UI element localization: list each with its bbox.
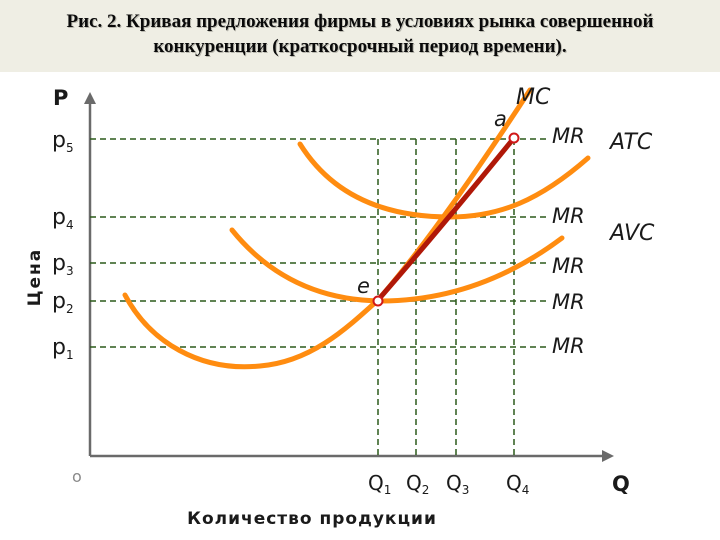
x-axis-arrow: [602, 450, 614, 462]
price-label-p5: p5: [52, 128, 74, 155]
y-axis-title: Цена: [25, 248, 45, 307]
quantity-label-q2: Q2: [406, 471, 429, 497]
x-axis-symbol: Q: [612, 472, 630, 496]
x-axis-title: Количество продукции: [187, 509, 437, 529]
caption-line-2: конкуренции (краткосрочный период времен…: [153, 36, 567, 57]
avc-label: AVC: [608, 221, 655, 246]
figure-caption: Рис. 2. Кривая предложения фирмы в услов…: [20, 9, 700, 59]
price-label-p1: p1: [52, 335, 74, 362]
point-a-marker: [508, 132, 520, 144]
curve-labels: MC ATC AVC: [516, 85, 655, 246]
quantity-label-q1: Q1: [368, 471, 391, 497]
mc-curve: [122, 87, 533, 370]
quantity-labels: Q1 Q2 Q3 Q4: [368, 471, 529, 497]
cost-curves: [122, 87, 591, 370]
price-label-p3: p3: [52, 251, 74, 278]
point-a-label: a: [494, 107, 507, 131]
title-band: Рис. 2. Кривая предложения фирмы в услов…: [0, 0, 720, 72]
mr-label-p3: MR: [552, 254, 585, 278]
mr-label-p5: MR: [552, 124, 585, 148]
mr-label-p4: MR: [552, 204, 585, 228]
y-axis-arrow: [84, 92, 96, 104]
mr-labels: MR MR MR MR MR: [552, 124, 585, 358]
mc-label: MC: [516, 85, 551, 110]
atc-label: ATC: [608, 130, 653, 155]
mr-label-p2: MR: [552, 290, 585, 314]
caption-line-1: Рис. 2. Кривая предложения фирмы в услов…: [66, 11, 654, 32]
supply-curve-segment: [375, 135, 517, 303]
quantity-label-q4: Q4: [506, 471, 529, 497]
point-e-marker: [372, 295, 384, 307]
origin-label: o: [72, 467, 82, 486]
supply-curve-diagram: P Q o Цена Количество продукции p5 p4 p3…: [25, 85, 655, 529]
point-e-label: e: [357, 274, 370, 298]
price-labels: p5 p4 p3 p2 p1: [52, 128, 74, 362]
y-axis-symbol: P: [53, 86, 68, 110]
price-label-p4: p4: [52, 205, 74, 232]
mr-label-p1: MR: [552, 334, 585, 358]
price-label-p2: p2: [52, 289, 74, 316]
avc-curve: [229, 227, 565, 304]
atc-curve: [297, 141, 591, 220]
axes: [84, 92, 614, 462]
quantity-label-q3: Q3: [446, 471, 469, 497]
quantity-guides: [377, 139, 515, 456]
